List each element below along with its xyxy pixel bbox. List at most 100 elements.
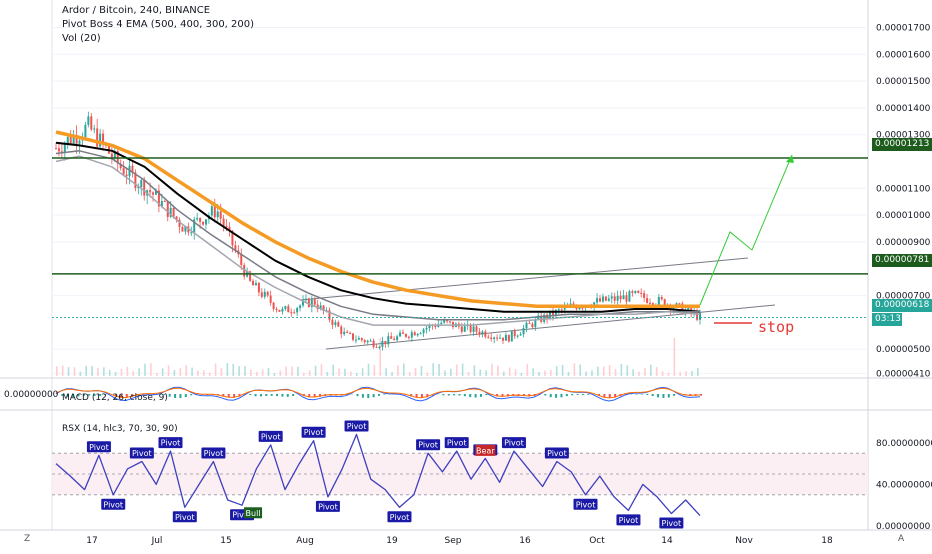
volume-bar [215, 363, 217, 376]
volume-bar [397, 365, 399, 376]
volume-bar [456, 365, 458, 376]
volume-bar [227, 363, 229, 376]
volume-bar [203, 370, 205, 376]
price-tick-label: 0.00001500 [876, 77, 931, 87]
candle-body [278, 310, 280, 312]
candle-body [620, 296, 622, 299]
rsx-tick-label: 80.00000000 [876, 439, 932, 449]
macd-histogram-bar [571, 394, 573, 395]
macd-histogram-bar [260, 394, 262, 396]
volume-bar [327, 372, 329, 376]
volume-bar [362, 368, 364, 376]
pivot-marker-label: Pivot [418, 441, 438, 450]
candle-body [270, 295, 272, 302]
macd-histogram-bar [179, 394, 181, 398]
macd-histogram-bar [362, 394, 364, 398]
candle-body [220, 211, 222, 218]
volume-bar [585, 372, 587, 376]
candle-body [393, 339, 395, 340]
candle-body [661, 297, 663, 299]
volume-bar [285, 366, 287, 376]
volume-bar [297, 367, 299, 376]
candle-body [276, 309, 278, 310]
macd-histogram-bar [652, 394, 654, 396]
candle-body [602, 297, 604, 302]
volume-bar [538, 372, 540, 376]
volume-bar [532, 368, 534, 376]
volume-bar [497, 366, 499, 376]
volume-bar [644, 368, 646, 376]
pivot-marker-label: Pivot [576, 500, 596, 509]
pivot-marker-label: Pivot [89, 443, 109, 452]
volume-bar [515, 369, 517, 376]
macd-histogram-bar [190, 394, 192, 395]
candle-body [281, 309, 283, 312]
candle-body [514, 331, 516, 336]
candle-body [87, 116, 89, 124]
price-tick-label: 0.00001400 [876, 104, 931, 114]
candle-body [405, 334, 407, 337]
candle-body [420, 333, 422, 334]
volume-bar [162, 368, 164, 376]
candle-body [79, 140, 81, 143]
macd-histogram-bar [287, 394, 289, 397]
macd-histogram-bar [383, 394, 385, 395]
volume-bar [656, 367, 658, 376]
candle-body [99, 134, 101, 147]
volume-bar [174, 370, 176, 376]
legend-title: Ardor / Bitcoin, 240, BINANCE [62, 4, 210, 17]
candle-body [273, 303, 275, 309]
candle-body [517, 336, 519, 337]
time-axis-label: Oct [589, 536, 605, 546]
zoom-corner-left[interactable]: Z [24, 534, 30, 544]
candle-body [305, 299, 307, 301]
candle-body [190, 232, 192, 233]
volume-bar [603, 366, 605, 376]
candle-body [290, 312, 292, 313]
candle-body [205, 219, 207, 224]
candle-body [528, 323, 530, 324]
pivot-marker-label: Pivot [547, 449, 567, 458]
volume-bar [444, 370, 446, 376]
volume-bar [115, 372, 117, 376]
candle-body [646, 298, 648, 303]
candle-body [508, 335, 510, 341]
volume-bar [609, 365, 611, 376]
volume-bar [68, 367, 70, 376]
candle-body [608, 299, 610, 301]
macd-histogram-bar [662, 394, 664, 398]
volume-bar [697, 368, 699, 376]
macd-histogram-bar [378, 394, 380, 396]
auto-scale-corner[interactable]: A [898, 534, 904, 544]
volume-bar [568, 372, 570, 376]
pivot-marker-label: Pivot [662, 519, 682, 528]
candle-body [367, 341, 369, 342]
macd-histogram-bar [560, 394, 562, 397]
volume-bar [209, 373, 211, 376]
candle-body [461, 327, 463, 332]
volume-bar [150, 363, 152, 376]
candle-body [493, 338, 495, 339]
pivot-marker-label: Pivot [103, 500, 123, 509]
candle-body [173, 208, 175, 217]
pivot-marker-label: Pivot [390, 513, 410, 522]
candle-body [478, 332, 480, 335]
volume-bar [221, 368, 223, 376]
candle-body [643, 293, 645, 298]
macd-histogram-bar [566, 394, 568, 396]
candle-body [90, 116, 92, 129]
candle-body [614, 296, 616, 300]
volume-bar [274, 373, 276, 376]
candle-body [267, 292, 269, 296]
volume-bar [597, 367, 599, 376]
volume-bar [338, 368, 340, 376]
candle-body [255, 283, 257, 285]
volume-bar [344, 369, 346, 376]
volume-bar [91, 366, 93, 376]
price-tick-label: 0.00001000 [876, 211, 931, 221]
volume-bar [391, 372, 393, 376]
candle-body [496, 338, 498, 339]
volume-bar [579, 364, 581, 376]
